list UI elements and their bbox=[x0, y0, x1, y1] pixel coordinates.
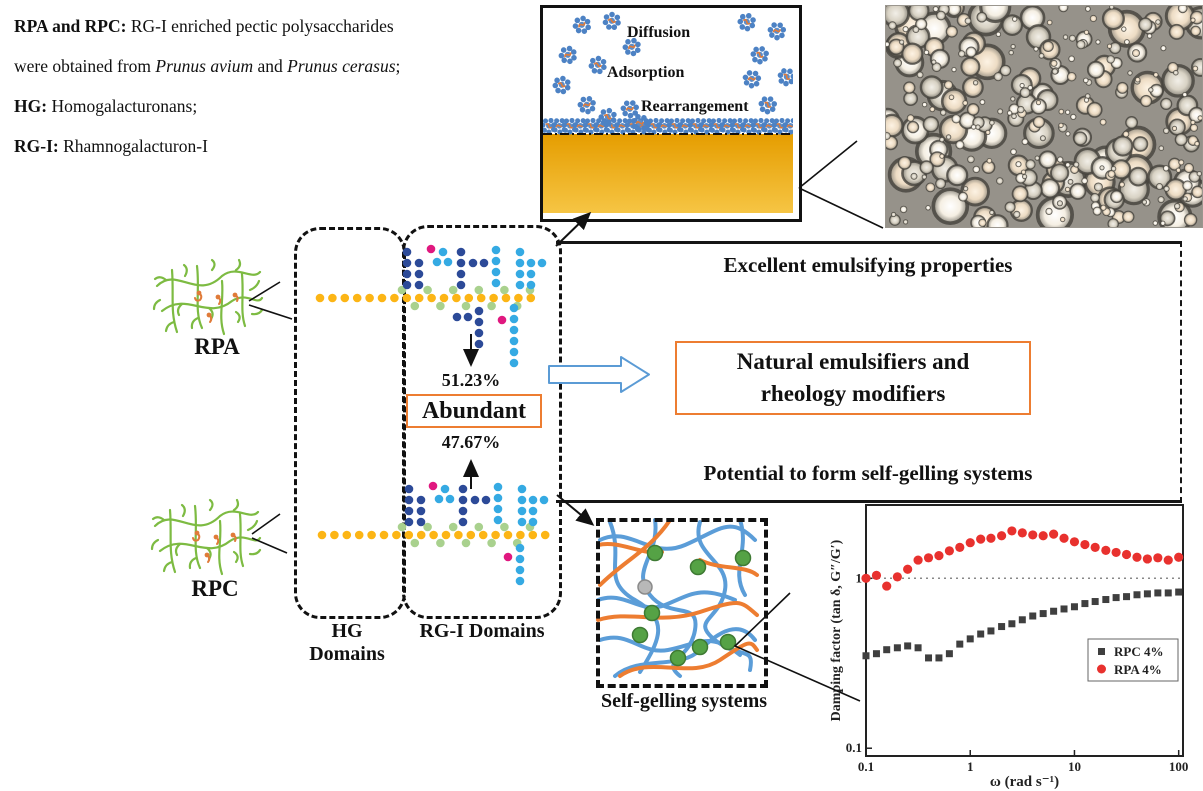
gelling-heading: Potential to form self-gelling systems bbox=[703, 461, 1033, 485]
hg-domains-label: HG Domains bbox=[309, 620, 385, 665]
rgi-domains-box bbox=[402, 225, 562, 619]
legend-line-hg: HG: Homogalacturonans; bbox=[14, 96, 198, 116]
rpc-structure bbox=[150, 498, 262, 576]
hg-domains-box bbox=[294, 227, 406, 619]
results-box bbox=[556, 241, 1182, 503]
rgi-percent-rpc: 47.67% bbox=[441, 432, 501, 452]
rgi-domains-label: RG-I Domains bbox=[419, 620, 545, 642]
rpa-label: RPA bbox=[194, 334, 240, 359]
emulsion-droplets-image bbox=[886, 6, 1202, 227]
interface-adsorption-panel: Diffusion Adsorption Rearrangement bbox=[540, 5, 802, 222]
rpa-structure bbox=[152, 258, 264, 336]
conclusion-box: Natural emulsifiers and rheology modifie… bbox=[675, 341, 1031, 415]
damping-factor-chart: 0.1 1 10 100 0.1 1 ω (rad s⁻¹) Damping factor (… bbox=[830, 504, 1189, 790]
self-gelling-label: Self-gelling systems bbox=[600, 690, 768, 712]
abbreviation-legend: RPA and RPC: RG-I enriched pectic polysa… bbox=[14, 6, 494, 166]
diffusion-label: Diffusion bbox=[627, 24, 691, 41]
svg-text:0.1: 0.1 bbox=[858, 759, 874, 774]
rearrangement-label: Rearrangement bbox=[641, 98, 749, 115]
gel-network-box bbox=[596, 518, 768, 688]
legend-line-rpa-rpc: RPA and RPC: RG-I enriched pectic polysa… bbox=[14, 16, 394, 36]
svg-text:0.1: 0.1 bbox=[846, 740, 862, 755]
rgi-percent-rpa: 51.23% bbox=[441, 370, 501, 390]
legend-line-sources: were obtained from Prunus avium and Prun… bbox=[14, 56, 401, 76]
rpc-label: RPC bbox=[191, 576, 239, 601]
interface-adsorption-graphic bbox=[543, 9, 793, 213]
svg-text:10: 10 bbox=[1068, 759, 1081, 774]
svg-text:1: 1 bbox=[967, 759, 974, 774]
svg-text:ω (rad s⁻¹): ω (rad s⁻¹) bbox=[990, 774, 1059, 790]
adsorption-label: Adsorption bbox=[607, 64, 685, 81]
svg-text:RPC 4%: RPC 4% bbox=[1114, 644, 1163, 659]
conclusion-line2: rheology modifiers bbox=[760, 381, 946, 406]
emulsion-micrograph bbox=[885, 5, 1203, 228]
conclusion-line1: Natural emulsifiers and bbox=[736, 349, 970, 374]
svg-text:100: 100 bbox=[1169, 759, 1189, 774]
legend-line-rgi: RG-I: Rhamnogalacturon-I bbox=[14, 136, 208, 156]
emulsifying-heading: Excellent emulsifying properties bbox=[723, 253, 1013, 277]
abundant-badge: Abundant bbox=[406, 394, 542, 428]
svg-text:1: 1 bbox=[856, 570, 863, 585]
svg-text:Damping factor (tan δ, G″/G′): Damping factor (tan δ, G″/G′) bbox=[830, 539, 844, 721]
svg-text:RPA 4%: RPA 4% bbox=[1114, 662, 1162, 677]
